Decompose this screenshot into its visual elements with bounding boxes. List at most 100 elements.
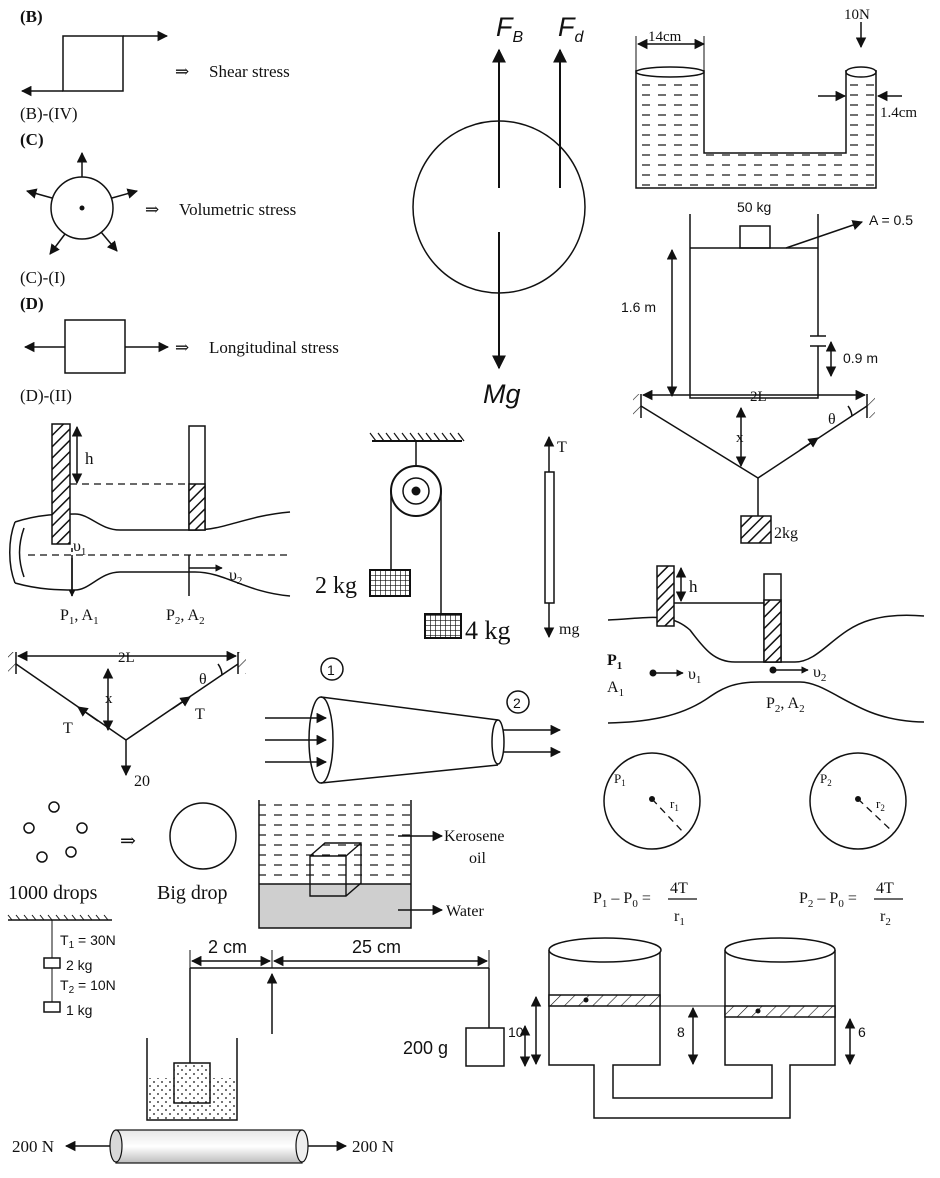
volumetric-stress-figure xyxy=(25,151,139,255)
long-arm-length: 25 cm xyxy=(352,937,401,957)
shear-stress-figure xyxy=(20,30,169,97)
sphere-free-body-diagram: FB Fd Mg xyxy=(412,12,586,409)
tension-2: T2 = 10N xyxy=(60,977,116,996)
tension-1: T1 = 30N xyxy=(60,932,116,951)
pulley-mass-2kg: 2 kg xyxy=(315,573,357,599)
bubble-pressure-figure: P1 r1 P2 r2 P1 – P0 = 4T r1 P2 – P0 = 4T… xyxy=(593,752,907,928)
left-limb-width: 14cm xyxy=(648,29,682,45)
stress-types-panel: (B) ⇒ Shear stress (B)-(IV) (C) ⇒ Volume… xyxy=(20,7,339,405)
tank-with-piston: 50 kg A = 0.5 1.6 m 0.9 m xyxy=(621,199,913,399)
longitudinal-implies-arrow: ⇒ xyxy=(175,338,189,357)
shear-stress-label: Shear stress xyxy=(209,62,290,81)
string-sag-mid-left: 2L x θ T T 20 xyxy=(8,650,246,790)
area-1-right: A1 xyxy=(607,679,624,699)
tension-right-mid: T xyxy=(195,706,205,723)
velocity-2-left: υ2 xyxy=(229,567,242,587)
shear-implies-arrow: ⇒ xyxy=(175,62,189,81)
stress-c-tag: (C) xyxy=(20,130,44,149)
bubble-1-equation-den: r1 xyxy=(674,908,685,928)
pressure-area-1-left: P1, A1 xyxy=(60,607,99,627)
pressure-area-2-right: P2, A2 xyxy=(766,695,805,715)
bubble-1-equation-num: 4T xyxy=(670,880,688,897)
buoyant-force-label: FB xyxy=(496,12,524,46)
bubble-2-equation-lhs: P2 – P0 = xyxy=(799,890,857,910)
hanging-masses-chain: T1 = 30N 2 kg T2 = 10N 1 kg xyxy=(7,914,116,1018)
applied-force: 10N xyxy=(844,7,870,23)
lever-balance-submerged-block: 2 cm 25 cm 200 g 10 xyxy=(146,937,531,1121)
pressure-1-right: P1 xyxy=(607,652,622,672)
beaker-oil-water: Kerosene oil Water xyxy=(258,800,504,929)
head-difference-left: h xyxy=(85,449,94,468)
drag-force-label: Fd xyxy=(558,12,585,46)
stress-c-match: (C)-(I) xyxy=(20,268,65,287)
bubble-1-radius: r1 xyxy=(670,796,679,813)
weight-force-label: Mg xyxy=(483,379,521,409)
velocity-1-left: υ1 xyxy=(73,538,86,558)
rod-under-tension: 200 N 200 N xyxy=(12,1129,394,1164)
inlet-marker: 1 xyxy=(327,662,335,678)
rod-tension: T xyxy=(557,439,567,456)
hole-height: 0.9 m xyxy=(843,350,878,366)
sag-label-mid: x xyxy=(105,691,113,707)
connected-cylinders-pistons: 10 8 6 xyxy=(508,937,866,1119)
mid-height: 8 xyxy=(677,1024,685,1040)
angle-label-top: θ xyxy=(828,411,836,428)
atwood-pulley: 2 kg 4 kg xyxy=(315,432,511,645)
kerosene-label: Kerosene xyxy=(444,828,504,845)
u-tube-hydraulic-lift: 14cm 10N 1.4cm xyxy=(635,7,917,189)
piston-area: A = 0.5 xyxy=(869,212,913,228)
converging-nozzle: 1 2 xyxy=(265,657,562,784)
angle-label-mid: θ xyxy=(199,671,207,688)
right-pull-force: 200 N xyxy=(352,1137,394,1156)
venturi-meter-right: h P1 A1 υ1 υ2 P2, A2 xyxy=(607,565,925,724)
bubble-1-equation-lhs: P1 – P0 = xyxy=(593,890,651,910)
stress-d-match: (D)-(II) xyxy=(20,386,72,405)
hanging-rod-forces: T mg xyxy=(543,435,579,639)
short-arm-length: 2 cm xyxy=(208,937,247,957)
piston-mass: 50 kg xyxy=(737,199,771,215)
velocity-1-right: υ1 xyxy=(688,666,701,686)
bubble-2-pressure: P2 xyxy=(820,771,832,788)
head-difference-right: h xyxy=(689,577,698,596)
pulley-mass-4kg: 4 kg xyxy=(465,616,511,645)
tank-height: 1.6 m xyxy=(621,299,656,315)
longitudinal-stress-figure xyxy=(23,319,170,374)
outlet-marker: 2 xyxy=(513,695,521,711)
rod-weight: mg xyxy=(559,621,579,638)
venturi-meter-left: h υ1 υ2 P1, A1 P2, A2 xyxy=(9,423,291,627)
pressure-area-2-left: P2, A2 xyxy=(166,607,205,627)
hanging-mass-1kg: 1 kg xyxy=(66,1002,92,1018)
stress-d-tag: (D) xyxy=(20,294,44,313)
velocity-2-right: υ2 xyxy=(813,664,826,684)
right-limb-width: 1.4cm xyxy=(880,105,917,121)
longitudinal-stress-label: Longitudinal stress xyxy=(209,338,339,357)
tension-left-mid: T xyxy=(63,720,73,737)
water-label: Water xyxy=(446,903,484,920)
balance-mass: 200 g xyxy=(403,1038,448,1058)
span-label-top: 2L xyxy=(750,389,767,405)
hanging-mass-2kg: 2 kg xyxy=(66,957,92,973)
hanging-mass-top: 2kg xyxy=(774,525,798,542)
bubble-1-pressure: P1 xyxy=(614,771,626,788)
stress-b-match: (B)-(IV) xyxy=(20,104,78,123)
big-drop-label: Big drop xyxy=(157,882,228,904)
stress-b-tag: (B) xyxy=(20,7,43,26)
drops-coalescing: ⇒ 1000 drops Big drop xyxy=(8,801,237,904)
bubble-2-radius: r2 xyxy=(876,796,885,813)
left-piston-height-hidden: 10 xyxy=(508,1024,524,1040)
left-pull-force: 200 N xyxy=(12,1137,54,1156)
block-height: 10 xyxy=(508,1024,524,1040)
drops-implies-arrow: ⇒ xyxy=(120,831,136,852)
volumetric-stress-label: Volumetric stress xyxy=(179,200,296,219)
oil-label: oil xyxy=(469,850,486,867)
string-sag-top-right: 2L x θ 2kg xyxy=(633,389,875,544)
small-drops-label: 1000 drops xyxy=(8,882,98,904)
sag-label-top: x xyxy=(736,430,744,446)
bubble-2-equation-den: r2 xyxy=(880,908,891,928)
right-piston-height: 6 xyxy=(858,1024,866,1040)
span-label-mid: 2L xyxy=(118,650,135,666)
load-mid: 20 xyxy=(134,773,150,790)
bubble-2-equation-num: 4T xyxy=(876,880,894,897)
volumetric-implies-arrow: ⇒ xyxy=(145,200,159,219)
